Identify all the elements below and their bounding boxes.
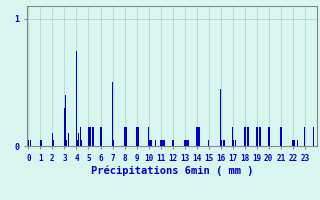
Bar [244,127,245,146]
Bar [28,140,29,146]
Bar [41,140,42,146]
Bar [66,140,68,146]
Bar [185,140,186,146]
Bar [196,127,197,146]
Bar [188,140,189,146]
Bar [281,127,283,146]
Bar [149,140,150,146]
Bar [124,127,125,146]
Bar [148,127,149,146]
Bar [164,140,165,146]
Bar [64,108,65,146]
Bar [160,140,161,146]
Bar [77,140,78,146]
Bar [30,140,31,146]
Bar [81,140,82,146]
Bar [220,89,221,146]
Bar [89,127,90,146]
Bar [65,95,66,146]
Bar [125,127,126,146]
Bar [292,140,293,146]
Bar [245,127,246,146]
Bar [76,51,77,146]
Bar [280,127,281,146]
Bar [173,140,174,146]
Bar [172,140,173,146]
Bar [80,127,81,146]
Bar [53,140,54,146]
Bar [233,140,235,146]
Bar [101,127,102,146]
Bar [184,140,185,146]
Bar [256,127,257,146]
Bar [247,127,248,146]
Bar [161,140,162,146]
Bar [112,82,113,146]
Bar [232,127,233,146]
Bar [269,127,270,146]
Bar [90,127,92,146]
Bar [93,127,94,146]
Bar [100,127,101,146]
Bar [304,127,305,146]
Bar [163,140,164,146]
Bar [259,127,260,146]
Bar [52,133,53,146]
Bar [208,140,209,146]
Bar [222,140,224,146]
Bar [221,140,222,146]
Bar [126,127,127,146]
Bar [150,140,151,146]
Bar [257,127,259,146]
Bar [224,140,225,146]
Bar [113,140,114,146]
Bar [155,140,156,146]
Bar [293,140,294,146]
Bar [248,127,249,146]
Bar [197,127,198,146]
X-axis label: Précipitations 6min ( mm ): Précipitations 6min ( mm ) [91,165,253,176]
Bar [78,133,79,146]
Bar [88,127,89,146]
Bar [198,127,200,146]
Bar [137,127,138,146]
Bar [136,127,137,146]
Bar [260,127,261,146]
Bar [297,140,298,146]
Bar [139,127,140,146]
Bar [268,127,269,146]
Bar [235,140,236,146]
Bar [187,140,188,146]
Bar [313,127,314,146]
Bar [40,140,41,146]
